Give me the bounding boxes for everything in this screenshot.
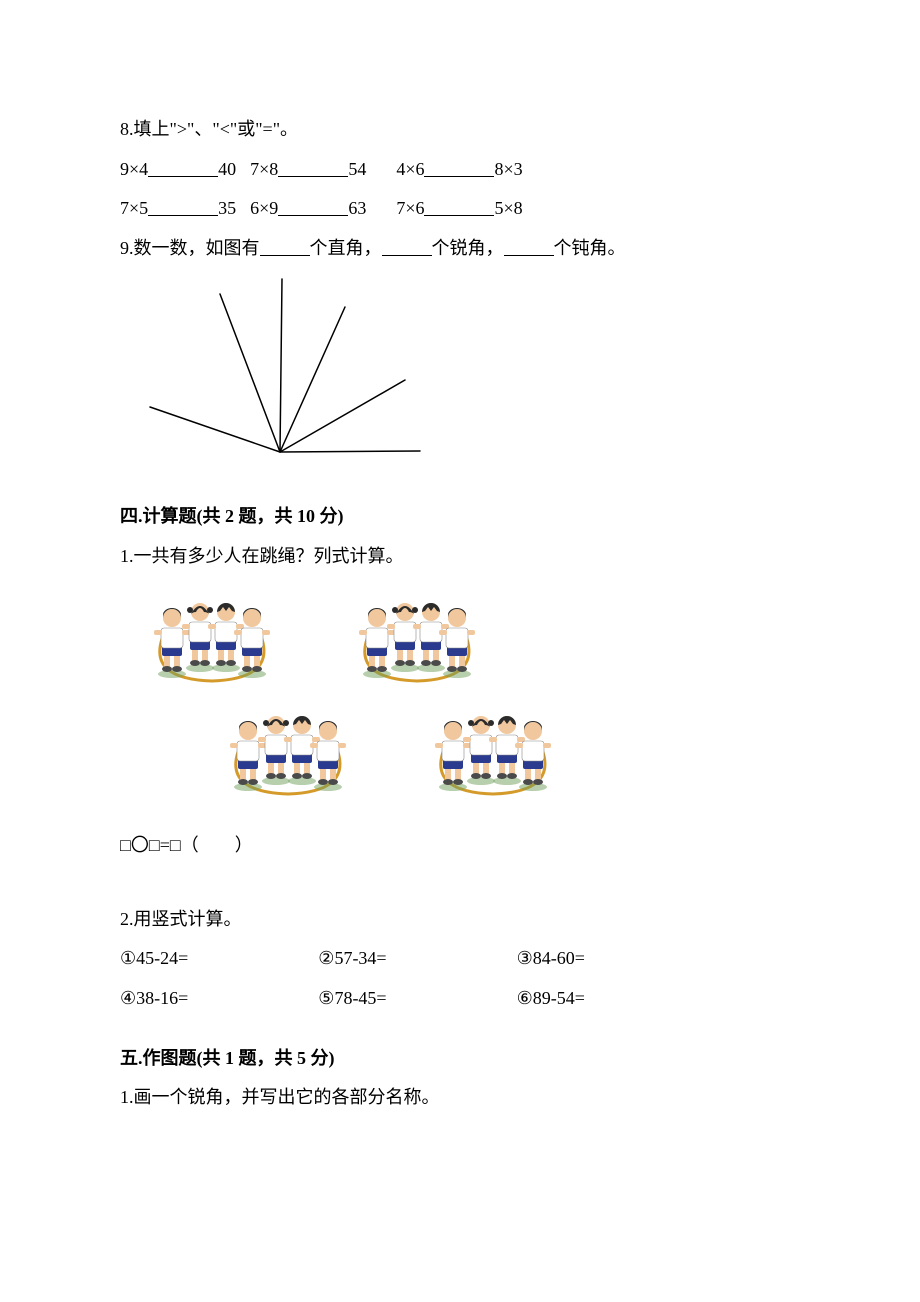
q8-r2-c-blank[interactable] [424, 200, 494, 216]
expr: 84-60= [533, 948, 585, 968]
q9-blank-obtuse[interactable] [504, 240, 554, 256]
q8-prompt: 8.填上">"、"<"或"="。 [120, 110, 800, 150]
q9-prompt: 9.数一数，如图有 个直角， 个锐角， 个钝角。 [120, 229, 800, 269]
q9-label-acute: 个锐角， [432, 238, 504, 258]
q8-r1-b-blank[interactable] [278, 160, 348, 176]
jump-rope-group [415, 697, 570, 802]
q8-row1: 9×4 40 7×8 54 4×6 8×3 [120, 150, 800, 190]
q8-r2-a-blank[interactable] [148, 200, 218, 216]
q8-r2-c-left: 7×6 [396, 198, 424, 218]
q9-blank-right[interactable] [260, 240, 310, 256]
q8-r1-a-blank[interactable] [148, 160, 218, 176]
q9-pre: 9.数一数，如图有 [120, 238, 260, 258]
jump-rope-group [210, 697, 365, 802]
q8-r1-c-blank[interactable] [424, 160, 494, 176]
expr: 57-34= [334, 948, 386, 968]
q8-r1-c-left: 4×6 [396, 159, 424, 179]
s4-q1-expression[interactable]: □〇□=□（ ） [120, 826, 800, 866]
jump-rope-group [134, 584, 289, 689]
circ-num: ⑥ [517, 988, 533, 1008]
q8-r2-c-right: 5×8 [494, 198, 522, 218]
section4-heading: 四.计算题(共 2 题，共 10 分) [120, 497, 800, 537]
s4-q2-prompt: 2.用竖式计算。 [120, 900, 800, 940]
q8-r2-a-left: 7×5 [120, 198, 148, 218]
s4-q1-pictures-row1 [134, 584, 800, 689]
s5-q1-prompt: 1.画一个锐角，并写出它的各部分名称。 [120, 1078, 800, 1118]
expr: 45-24= [136, 948, 188, 968]
circ-num: ④ [120, 988, 136, 1008]
q8-row2: 7×5 35 6×9 63 7×6 5×8 [120, 189, 800, 229]
expr: 89-54= [533, 988, 585, 1008]
circ-num: ② [318, 948, 334, 968]
q8-r2-a-right: 35 [218, 198, 236, 218]
circ-num: ⑤ [318, 988, 334, 1008]
circ-num: ③ [517, 948, 533, 968]
q8-r1-a-left: 9×4 [120, 159, 148, 179]
s4-q2-row2: ④38-16= ⑤78-45= ⑥89-54= [120, 979, 800, 1019]
q8-r1-b-left: 7×8 [250, 159, 278, 179]
s4-q1-pictures-row2 [210, 697, 800, 802]
q9-label-obtuse: 个钝角。 [554, 238, 626, 258]
q8-r1-a-right: 40 [218, 159, 236, 179]
q9-label-right: 个直角， [310, 238, 382, 258]
expr: 78-45= [334, 988, 386, 1008]
expr: 38-16= [136, 988, 188, 1008]
q8-r1-b-right: 54 [348, 159, 366, 179]
q9-figure [120, 272, 800, 477]
q8-r2-b-blank[interactable] [278, 200, 348, 216]
section5-heading: 五.作图题(共 1 题，共 5 分) [120, 1039, 800, 1079]
q8-r2-b-right: 63 [348, 198, 366, 218]
s4-q2-row1: ①45-24= ②57-34= ③84-60= [120, 939, 800, 979]
q8-r1-c-right: 8×3 [494, 159, 522, 179]
circ-num: ① [120, 948, 136, 968]
q8-r2-b-left: 6×9 [250, 198, 278, 218]
s4-q1-prompt: 1.一共有多少人在跳绳？列式计算。 [120, 537, 800, 577]
q9-blank-acute[interactable] [382, 240, 432, 256]
jump-rope-group [339, 584, 494, 689]
angle-diagram [120, 272, 430, 462]
